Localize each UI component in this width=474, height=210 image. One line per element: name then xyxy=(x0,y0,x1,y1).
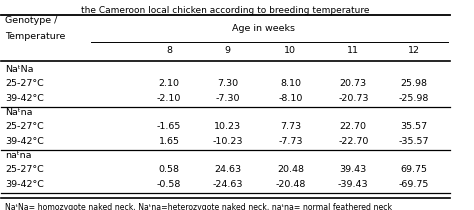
Text: 25-27°C: 25-27°C xyxy=(5,79,44,88)
Text: -35.57: -35.57 xyxy=(399,137,429,146)
Text: 20.48: 20.48 xyxy=(277,165,304,174)
Text: 20.73: 20.73 xyxy=(340,79,367,88)
Text: NaᵗNa: NaᵗNa xyxy=(5,65,34,74)
Text: 25.98: 25.98 xyxy=(401,79,428,88)
Text: 7.30: 7.30 xyxy=(217,79,238,88)
Text: naᵗna: naᵗna xyxy=(5,151,32,160)
Text: 9: 9 xyxy=(225,46,230,55)
Text: 39-42°C: 39-42°C xyxy=(5,94,44,103)
Text: -39.43: -39.43 xyxy=(338,180,369,189)
Text: 8: 8 xyxy=(166,46,172,55)
Text: 2.10: 2.10 xyxy=(159,79,180,88)
Text: Temperature: Temperature xyxy=(5,32,65,41)
Text: 35.57: 35.57 xyxy=(401,122,428,131)
Text: 39.43: 39.43 xyxy=(340,165,367,174)
Text: 1.65: 1.65 xyxy=(159,137,180,146)
Text: 8.10: 8.10 xyxy=(280,79,301,88)
Text: -1.65: -1.65 xyxy=(157,122,182,131)
Text: 0.58: 0.58 xyxy=(159,165,180,174)
Text: Naᵗna: Naᵗna xyxy=(5,108,33,117)
Text: NaᵗNa= homozygote naked neck, Naᵗna=heterozygote naked neck, naᵗna= normal feath: NaᵗNa= homozygote naked neck, Naᵗna=hete… xyxy=(5,203,392,210)
Text: 25-27°C: 25-27°C xyxy=(5,165,44,174)
Text: 39-42°C: 39-42°C xyxy=(5,137,44,146)
Text: 10: 10 xyxy=(284,46,296,55)
Text: -7.73: -7.73 xyxy=(278,137,303,146)
Text: -2.10: -2.10 xyxy=(157,94,182,103)
Text: 22.70: 22.70 xyxy=(340,122,367,131)
Text: -10.23: -10.23 xyxy=(212,137,243,146)
Text: -7.30: -7.30 xyxy=(215,94,240,103)
Text: Genotype /: Genotype / xyxy=(5,16,57,25)
Text: 24.63: 24.63 xyxy=(214,165,241,174)
Text: 39-42°C: 39-42°C xyxy=(5,180,44,189)
Text: -20.48: -20.48 xyxy=(275,180,306,189)
Text: 11: 11 xyxy=(347,46,359,55)
Text: 25-27°C: 25-27°C xyxy=(5,122,44,131)
Text: 7.73: 7.73 xyxy=(280,122,301,131)
Text: the Cameroon local chicken according to breeding temperature: the Cameroon local chicken according to … xyxy=(81,6,370,15)
Text: 12: 12 xyxy=(408,46,420,55)
Text: -20.73: -20.73 xyxy=(338,94,369,103)
Text: 69.75: 69.75 xyxy=(401,165,428,174)
Text: -24.63: -24.63 xyxy=(212,180,243,189)
Text: -8.10: -8.10 xyxy=(278,94,302,103)
Text: Age in weeks: Age in weeks xyxy=(232,24,295,33)
Text: -25.98: -25.98 xyxy=(399,94,429,103)
Text: -69.75: -69.75 xyxy=(399,180,429,189)
Text: 10.23: 10.23 xyxy=(214,122,241,131)
Text: -22.70: -22.70 xyxy=(338,137,368,146)
Text: -0.58: -0.58 xyxy=(157,180,182,189)
